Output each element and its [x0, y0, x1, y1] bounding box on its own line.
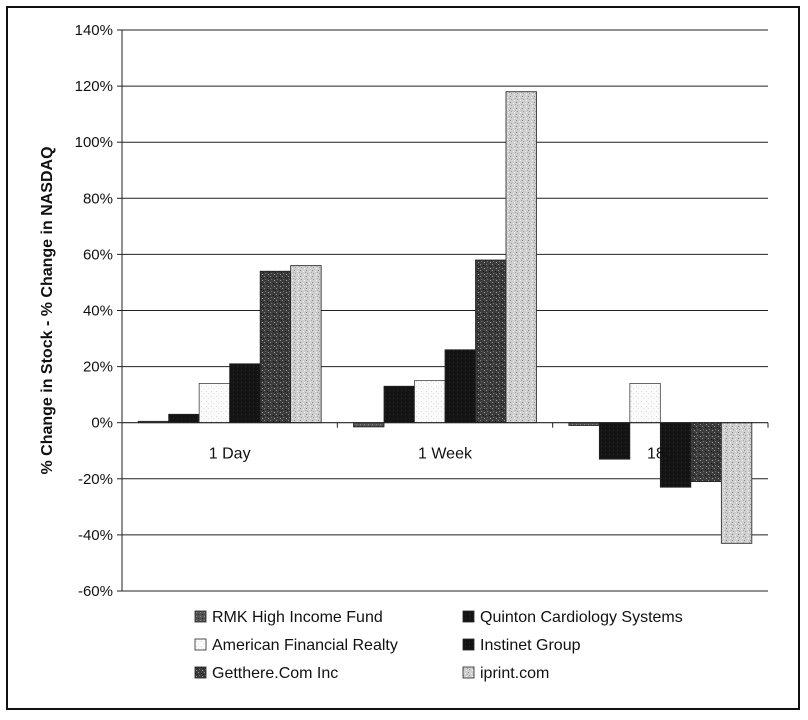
y-tick-label: 100%	[75, 134, 113, 151]
legend-label: Quinton Cardiology Systems	[480, 609, 683, 626]
y-tick-label: -40%	[78, 527, 113, 544]
bar-quinton-cardiology-systems-1-day	[168, 413, 200, 424]
bar-quinton-cardiology-systems-1-week	[383, 385, 415, 424]
bar-instinet-group-1-week	[444, 349, 476, 424]
bar-rmk-high-income-fund-1-week	[353, 422, 385, 428]
y-tick-label: 80%	[83, 190, 113, 207]
bar-getthere-com-inc-180	[690, 422, 722, 483]
y-tick-label: -60%	[78, 583, 113, 600]
legend-label: RMK High Income Fund	[212, 609, 383, 626]
bar-quinton-cardiology-systems-180	[598, 422, 631, 460]
y-tick-label: 140%	[75, 22, 113, 39]
y-tick-label: 40%	[83, 303, 113, 320]
y-tick-label: 120%	[75, 78, 113, 95]
legend-swatch	[462, 610, 475, 623]
y-tick-label: 0%	[91, 415, 113, 432]
legend-label: iprint.com	[480, 665, 549, 682]
legend-swatch	[194, 610, 207, 623]
axis-labels: -60% -40% -20% 0% 20% 40% 60% 80% 100% 120% 140% 1 …	[39, 22, 674, 600]
legend-swatch	[194, 666, 207, 679]
bar-getthere-com-inc-1-week	[475, 259, 507, 424]
bar-american-financial-realty-1-day	[198, 383, 231, 424]
y-tick-label: 20%	[83, 359, 113, 376]
legend-label: Instinet Group	[480, 637, 581, 654]
bar-american-financial-realty-180	[629, 383, 661, 424]
category-label: 1 Week	[418, 446, 473, 463]
bar-american-financial-realty-1-week	[414, 380, 446, 424]
bar-iprint-com-1-week	[505, 91, 537, 424]
category-label: 180	[647, 446, 674, 463]
y-axis-label: % Change in Stock - % Change in NASDAQ	[39, 146, 56, 474]
y-tick-label: -20%	[78, 471, 113, 488]
bar-instinet-group-1-day	[229, 363, 261, 424]
legend-swatch	[462, 666, 475, 679]
legend-label: American Financial Realty	[212, 637, 398, 654]
legend-swatch	[462, 638, 475, 651]
legend-label: Getthere.Com Inc	[212, 665, 338, 682]
legend-swatch	[194, 638, 207, 651]
gridlines	[122, 29, 768, 592]
bar-getthere-com-inc-1-day	[259, 270, 292, 424]
bar-iprint-com-180	[720, 422, 753, 544]
category-label: 1 Day	[209, 446, 251, 463]
axes	[117, 29, 769, 592]
bars	[137, 91, 753, 544]
chart-frame	[6, 6, 800, 710]
legend: RMK High Income Fund Quinton Cardiology S…	[194, 609, 683, 682]
bar-iprint-com-1-day	[290, 265, 322, 424]
y-tick-label: 60%	[83, 246, 113, 263]
